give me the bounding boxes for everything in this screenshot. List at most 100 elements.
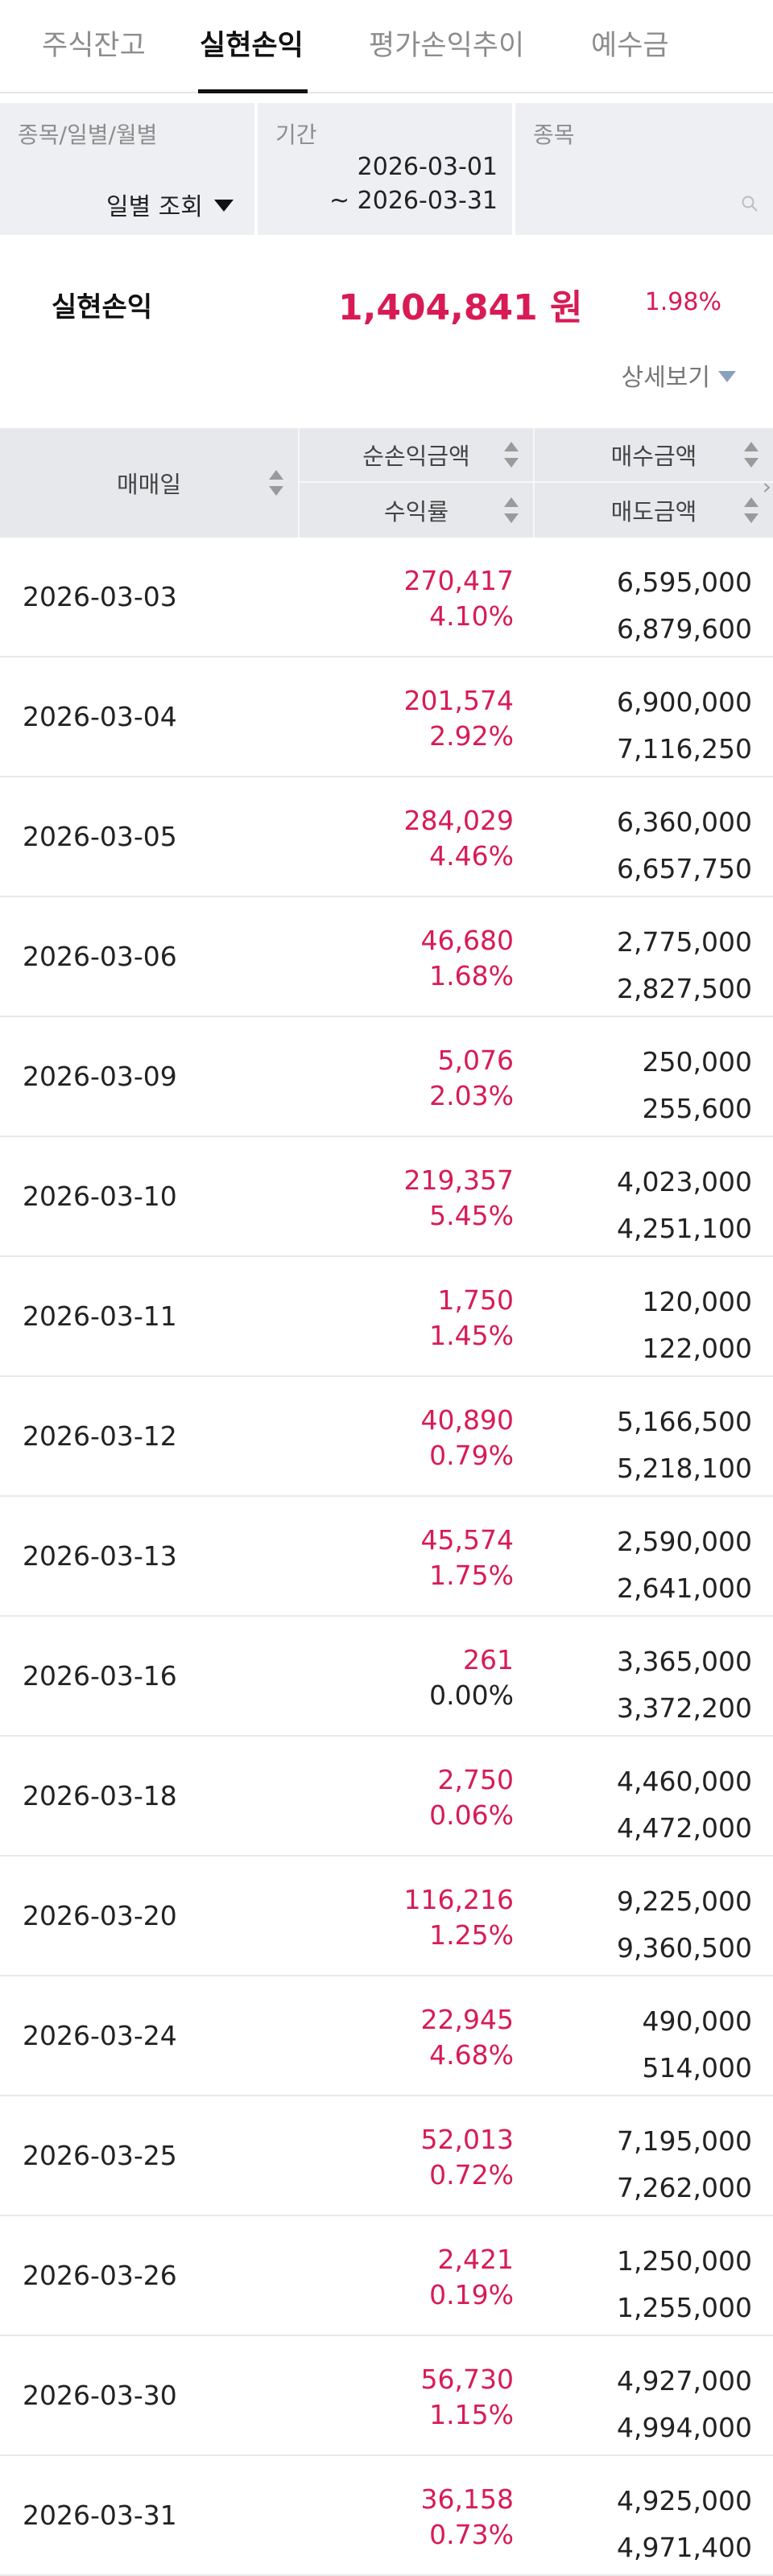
net-pnl: 40,890 bbox=[420, 1404, 514, 1436]
table-row[interactable]: 2026-03-25 52,013 0.72% 7,195,000 7,262,000 bbox=[0, 2096, 773, 2216]
buy-amount: 4,023,000 bbox=[617, 1166, 752, 1197]
net-pnl: 2,421 bbox=[437, 2244, 514, 2275]
trade-date: 2026-03-13 bbox=[23, 1540, 177, 1572]
sort-icon bbox=[504, 497, 519, 523]
buy-amount: 1,250,000 bbox=[617, 2245, 752, 2277]
buy-amount: 4,925,000 bbox=[617, 2485, 752, 2516]
view-type-select[interactable]: 종목/일별/월별 일별 조회 bbox=[0, 103, 254, 235]
search-icon[interactable] bbox=[741, 195, 759, 212]
return-rate: 0.73% bbox=[429, 2519, 514, 2550]
trade-date: 2026-03-26 bbox=[23, 2260, 177, 2291]
table-row[interactable]: 2026-03-12 40,890 0.79% 5,166,500 5,218,100 bbox=[0, 1377, 773, 1497]
net-pnl: 56,730 bbox=[420, 2364, 514, 2395]
table-row[interactable]: 2026-03-11 1,750 1.45% 120,000 122,000 bbox=[0, 1257, 773, 1377]
net-pnl: 46,680 bbox=[420, 925, 514, 956]
return-rate: 2.03% bbox=[429, 1080, 514, 1111]
trade-date: 2026-03-11 bbox=[23, 1300, 177, 1332]
table-row[interactable]: 2026-03-31 36,158 0.73% 4,925,000 4,971,400 bbox=[0, 2456, 773, 2576]
return-rate: 1.68% bbox=[429, 960, 514, 991]
sort-icon bbox=[269, 470, 283, 496]
return-rate: 5.45% bbox=[429, 1200, 514, 1231]
trade-date: 2026-03-16 bbox=[23, 1660, 177, 1692]
table-row[interactable]: 2026-03-03 270,417 4.10% 6,595,000 6,879,600 bbox=[0, 538, 773, 657]
sell-amount: 5,218,100 bbox=[617, 1453, 752, 1484]
trade-date: 2026-03-09 bbox=[23, 1061, 177, 1092]
trade-date: 2026-03-10 bbox=[23, 1181, 177, 1212]
trade-date: 2026-03-03 bbox=[23, 581, 177, 612]
tab-deposit[interactable]: 예수금 bbox=[591, 30, 669, 62]
table-row[interactable]: 2026-03-24 22,945 4.68% 490,000 514,000 bbox=[0, 1976, 773, 2096]
period-select[interactable]: 기간 2026-03-01 ~ 2026-03-31 bbox=[258, 103, 512, 235]
table-row[interactable]: 2026-03-30 56,730 1.15% 4,927,000 4,994,000 bbox=[0, 2336, 773, 2456]
return-rate: 0.00% bbox=[429, 1680, 514, 1711]
tab-valuation-trend[interactable]: 평가손익추이 bbox=[369, 30, 525, 62]
table-row[interactable]: 2026-03-18 2,750 0.06% 4,460,000 4,472,000 bbox=[0, 1737, 773, 1857]
table-header: 매매일 순손익금액 수익률 매수금액 매도금액 › bbox=[0, 428, 773, 538]
caret-down-icon bbox=[213, 200, 234, 212]
sell-amount: 7,116,250 bbox=[617, 733, 752, 765]
trade-date: 2026-03-20 bbox=[23, 1900, 177, 1931]
return-rate: 2.92% bbox=[429, 720, 514, 752]
table-row[interactable]: 2026-03-16 261 0.00% 3,365,000 3,372,200 bbox=[0, 1617, 773, 1737]
table-row[interactable]: 2026-03-04 201,574 2.92% 6,900,000 7,116,250 bbox=[0, 657, 773, 777]
sort-icon bbox=[744, 497, 759, 523]
tab-stock-balance[interactable]: 주식잔고 bbox=[42, 30, 146, 62]
filter-bar: 종목/일별/월별 일별 조회 기간 2026-03-01 ~ 2026-03-3… bbox=[0, 103, 773, 235]
header-net-pnl[interactable]: 순손익금액 bbox=[300, 428, 533, 481]
sell-amount: 255,600 bbox=[642, 1093, 752, 1124]
table-row[interactable]: 2026-03-06 46,680 1.68% 2,775,000 2,827,500 bbox=[0, 897, 773, 1017]
table-body: 2026-03-03 270,417 4.10% 6,595,000 6,879,600… bbox=[0, 538, 773, 2576]
header-return-rate[interactable]: 수익률 bbox=[300, 483, 533, 538]
header-sell-amount[interactable]: 매도금액 bbox=[535, 483, 773, 538]
table-row[interactable]: 2026-03-13 45,574 1.75% 2,590,000 2,641,000 bbox=[0, 1497, 773, 1617]
stock-label: 종목 bbox=[533, 122, 575, 148]
triangle-down-icon bbox=[718, 371, 736, 382]
trade-date: 2026-03-30 bbox=[23, 2380, 177, 2411]
table-row[interactable]: 2026-03-10 219,357 5.45% 4,023,000 4,251,100 bbox=[0, 1137, 773, 1257]
net-pnl: 22,945 bbox=[420, 2004, 514, 2035]
header-date[interactable]: 매매일 bbox=[0, 428, 298, 538]
view-type-label: 종목/일별/월별 bbox=[18, 122, 158, 148]
detail-toggle-button[interactable]: 상세보기 bbox=[622, 357, 736, 393]
trade-date: 2026-03-05 bbox=[23, 821, 177, 852]
trade-date: 2026-03-25 bbox=[23, 2140, 177, 2171]
buy-amount: 6,900,000 bbox=[617, 686, 752, 718]
buy-amount: 490,000 bbox=[642, 2005, 752, 2037]
header-divider bbox=[533, 428, 535, 538]
net-pnl: 5,076 bbox=[437, 1045, 514, 1076]
buy-amount: 4,927,000 bbox=[617, 2365, 752, 2397]
view-type-dropdown[interactable]: 일별 조회 bbox=[106, 187, 234, 222]
return-rate: 0.79% bbox=[429, 1440, 514, 1471]
buy-amount: 2,590,000 bbox=[617, 1526, 752, 1557]
header-buy-amount[interactable]: 매수금액 bbox=[535, 428, 773, 481]
net-pnl: 270,417 bbox=[403, 565, 514, 596]
net-pnl: 36,158 bbox=[420, 2483, 514, 2515]
return-rate: 0.72% bbox=[429, 2159, 514, 2191]
trade-date: 2026-03-18 bbox=[23, 1780, 177, 1811]
trade-date: 2026-03-04 bbox=[23, 701, 177, 732]
tab-realized-pnl[interactable]: 실현손익 bbox=[200, 30, 304, 62]
period-end: ~ 2026-03-31 bbox=[329, 187, 498, 215]
net-pnl: 52,013 bbox=[420, 2124, 514, 2155]
detail-toggle-label: 상세보기 bbox=[621, 364, 710, 392]
return-rate: 4.10% bbox=[429, 600, 514, 632]
net-pnl: 284,029 bbox=[403, 805, 514, 836]
sell-amount: 6,657,750 bbox=[617, 853, 752, 884]
return-rate: 1.25% bbox=[429, 1919, 514, 1951]
buy-amount: 6,595,000 bbox=[617, 567, 752, 598]
header-return-rate-label: 수익률 bbox=[383, 498, 449, 526]
sell-amount: 4,251,100 bbox=[617, 1213, 752, 1244]
table-row[interactable]: 2026-03-05 284,029 4.46% 6,360,000 6,657,750 bbox=[0, 777, 773, 897]
net-pnl: 219,357 bbox=[403, 1164, 514, 1196]
table-row[interactable]: 2026-03-26 2,421 0.19% 1,250,000 1,255,000 bbox=[0, 2216, 773, 2336]
buy-amount: 6,360,000 bbox=[617, 806, 752, 838]
chevron-right-icon[interactable]: › bbox=[762, 473, 771, 500]
stock-search-field[interactable]: 종목 bbox=[515, 103, 773, 235]
table-row[interactable]: 2026-03-09 5,076 2.03% 250,000 255,600 bbox=[0, 1017, 773, 1137]
sell-amount: 4,971,400 bbox=[617, 2532, 752, 2563]
sell-amount: 6,879,600 bbox=[617, 613, 752, 645]
table-row[interactable]: 2026-03-20 116,216 1.25% 9,225,000 9,360,500 bbox=[0, 1857, 773, 1976]
trade-date: 2026-03-31 bbox=[23, 2500, 177, 2531]
header-buy-amount-label: 매수금액 bbox=[610, 443, 697, 470]
net-pnl: 1,750 bbox=[437, 1284, 514, 1316]
